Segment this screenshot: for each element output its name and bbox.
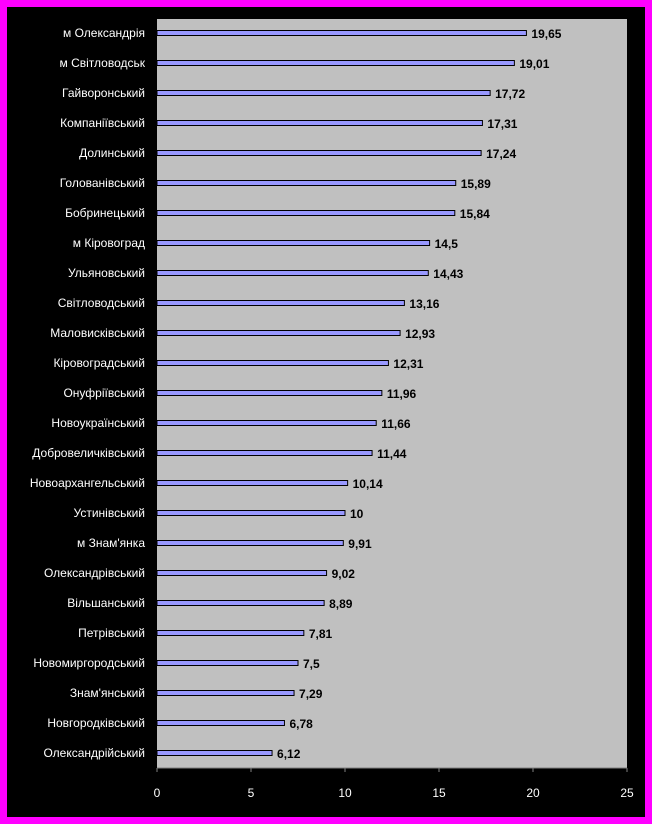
x-tick-label: 15	[432, 786, 446, 800]
bar	[156, 360, 389, 366]
category-label: м Кіровоград	[73, 236, 145, 250]
data-label: 11,96	[387, 387, 417, 401]
category-label: Світловодський	[58, 296, 145, 310]
bar	[156, 240, 431, 246]
bar	[156, 210, 456, 216]
bar	[156, 270, 429, 276]
bar	[156, 90, 491, 96]
bar	[156, 300, 405, 306]
bar	[156, 30, 527, 36]
category-label: Бобринецький	[65, 206, 145, 220]
data-label: 7,81	[309, 627, 333, 641]
bar	[156, 540, 344, 546]
x-tick-label: 0	[154, 786, 161, 800]
bar	[156, 630, 305, 636]
bar-series	[156, 30, 527, 756]
category-label: Гайворонський	[62, 86, 145, 100]
bar	[156, 150, 482, 156]
data-label: 9,91	[348, 537, 372, 551]
category-labels: м Олександрія м Світловодськ Гайворонський…	[30, 26, 146, 760]
data-label: 8,89	[329, 597, 353, 611]
bar	[156, 420, 377, 426]
bar	[156, 600, 325, 606]
category-label: Петрівський	[78, 626, 145, 640]
data-label: 7,5	[303, 657, 320, 671]
data-label: 14,43	[433, 267, 463, 281]
category-label: м Олександрія	[63, 26, 145, 40]
bar	[156, 60, 515, 66]
data-label: 17,72	[495, 87, 525, 101]
x-tick-label: 5	[248, 786, 255, 800]
category-label: Устинівський	[74, 506, 145, 520]
category-label: Олександрійський	[43, 746, 145, 760]
data-label: 19,65	[531, 27, 561, 41]
bar	[156, 720, 285, 726]
category-label: м Світловодськ	[60, 56, 146, 70]
category-label: Долинський	[79, 146, 145, 160]
data-label: 17,31	[487, 117, 517, 131]
bar	[156, 660, 299, 666]
bar	[156, 180, 457, 186]
bar	[156, 570, 328, 576]
category-label: Знам'янський	[70, 686, 145, 700]
bar	[156, 450, 373, 456]
category-label: Маловисківський	[50, 326, 145, 340]
data-label: 11,66	[381, 417, 411, 431]
category-label: Ульяновський	[68, 266, 145, 280]
x-axis: 0 5 10 15 20 25	[154, 767, 634, 800]
category-label: Онуфріївський	[63, 386, 145, 400]
data-label: 10	[350, 507, 364, 521]
data-label: 13,16	[409, 297, 439, 311]
category-label: Новоукраїнський	[51, 416, 145, 430]
category-label: Новгородківський	[47, 716, 145, 730]
category-label: Добровеличківський	[32, 446, 145, 460]
category-label: Компаніївський	[60, 116, 145, 130]
data-label: 15,89	[461, 177, 491, 191]
data-label: 6,78	[289, 717, 313, 731]
data-label: 11,44	[377, 447, 407, 461]
value-labels: 19,65 19,01 17,72 17,31 17,24 15,89 15,84 14,5 1…	[277, 27, 562, 761]
bar	[156, 120, 483, 126]
bar	[156, 750, 273, 756]
bar	[156, 480, 349, 486]
category-label: Новомиргородський	[33, 656, 145, 670]
bar	[156, 690, 295, 696]
data-label: 19,01	[519, 57, 549, 71]
data-label: 15,84	[460, 207, 490, 221]
x-tick-label: 10	[338, 786, 352, 800]
category-label: м Знам'янка	[77, 536, 145, 550]
data-label: 7,29	[299, 687, 323, 701]
category-label: Кіровоградський	[53, 356, 145, 370]
x-tick-label: 20	[526, 786, 540, 800]
data-label: 12,31	[393, 357, 423, 371]
x-tick-label: 25	[620, 786, 634, 800]
category-label: Вільшанський	[67, 596, 145, 610]
data-label: 17,24	[486, 147, 516, 161]
data-label: 9,02	[332, 567, 356, 581]
bar	[156, 330, 401, 336]
category-label: Олександрівський	[44, 566, 145, 580]
data-label: 12,93	[405, 327, 435, 341]
data-label: 10,14	[353, 477, 383, 491]
category-label: Новоархангельський	[30, 476, 145, 490]
bar	[156, 390, 383, 396]
category-label: Голованівський	[60, 176, 145, 190]
data-label: 14,5	[435, 237, 459, 251]
bar	[156, 510, 346, 516]
data-label: 6,12	[277, 747, 301, 761]
